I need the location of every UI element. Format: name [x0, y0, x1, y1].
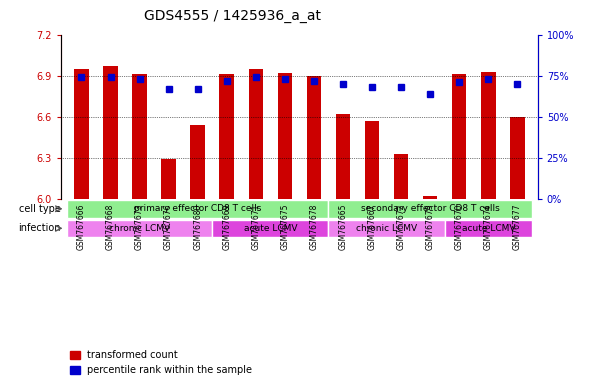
Text: GSM767666: GSM767666 [77, 203, 86, 250]
Text: GSM767672: GSM767672 [397, 203, 406, 250]
Bar [510, 117, 525, 199]
Bar [452, 74, 466, 199]
Text: GSM767669: GSM767669 [222, 203, 231, 250]
Text: GSM767668: GSM767668 [106, 203, 115, 250]
Text: infection: infection [18, 223, 61, 233]
Bar [307, 76, 321, 199]
Text: primary effector CD8 T cells: primary effector CD8 T cells [134, 204, 262, 213]
Text: acute LCMV: acute LCMV [461, 224, 515, 233]
Text: GSM767673: GSM767673 [135, 203, 144, 250]
Bar [394, 154, 408, 199]
Text: chronic LCMV: chronic LCMV [109, 224, 170, 233]
Text: GDS4555 / 1425936_a_at: GDS4555 / 1425936_a_at [144, 9, 321, 23]
Text: GSM767671: GSM767671 [251, 203, 260, 250]
Bar [365, 121, 379, 199]
Bar [212, 220, 329, 237]
Bar [335, 114, 350, 199]
Bar [277, 73, 292, 199]
Bar [103, 66, 118, 199]
Bar [481, 71, 496, 199]
Text: GSM767670: GSM767670 [455, 203, 464, 250]
Text: GSM767665: GSM767665 [338, 203, 348, 250]
Text: GSM767676: GSM767676 [164, 203, 173, 250]
Legend: transformed count, percentile rank within the sample: transformed count, percentile rank withi… [66, 346, 256, 379]
Text: GSM767677: GSM767677 [513, 203, 522, 250]
Text: GSM767674: GSM767674 [484, 203, 493, 250]
Text: GSM767678: GSM767678 [309, 203, 318, 250]
Bar [67, 200, 329, 218]
Bar [445, 220, 532, 237]
Bar [191, 125, 205, 199]
Bar [249, 69, 263, 199]
Text: acute LCMV: acute LCMV [244, 224, 297, 233]
Bar [133, 74, 147, 199]
Text: GSM767667: GSM767667 [368, 203, 376, 250]
Bar [423, 196, 437, 199]
Text: secondary effector CD8 T cells: secondary effector CD8 T cells [360, 204, 500, 213]
Bar [67, 220, 212, 237]
Text: chronic LCMV: chronic LCMV [356, 224, 417, 233]
Bar [74, 69, 89, 199]
Text: GSM767680: GSM767680 [193, 203, 202, 250]
Text: GSM767679: GSM767679 [426, 203, 434, 250]
Text: cell type: cell type [19, 204, 61, 214]
Bar [161, 159, 176, 199]
Bar [329, 220, 445, 237]
Bar [219, 74, 234, 199]
Bar [329, 200, 532, 218]
Text: GSM767675: GSM767675 [280, 203, 290, 250]
